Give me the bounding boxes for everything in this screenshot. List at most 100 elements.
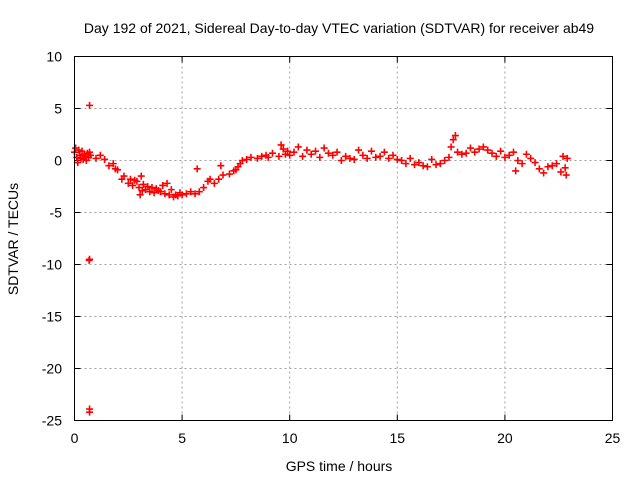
data-point xyxy=(557,168,565,176)
data-point xyxy=(284,147,292,155)
data-point xyxy=(359,151,367,159)
data-point xyxy=(428,155,436,163)
data-point xyxy=(277,141,285,149)
data-point xyxy=(355,146,363,154)
data-point xyxy=(454,148,462,156)
data-point xyxy=(86,408,94,416)
data-point xyxy=(367,147,375,155)
data-point xyxy=(462,149,470,157)
data-point xyxy=(247,153,255,161)
data-point xyxy=(488,149,496,157)
data-point xyxy=(512,167,520,175)
data-point xyxy=(406,154,414,162)
data-point xyxy=(514,157,522,164)
data-point xyxy=(423,163,431,171)
data-point xyxy=(144,183,152,190)
data-point xyxy=(217,162,225,170)
data-point xyxy=(225,170,233,178)
data-point xyxy=(505,151,513,159)
data-point xyxy=(195,188,203,196)
x-tick-label: 10 xyxy=(282,430,298,446)
chart-title: Day 192 of 2021, Sidereal Day-to-day VTE… xyxy=(84,20,594,36)
y-tick-label: -20 xyxy=(42,361,62,377)
data-point xyxy=(307,150,315,158)
data-point xyxy=(85,256,93,264)
data-point xyxy=(136,191,144,199)
data-point xyxy=(264,153,272,161)
data-point xyxy=(329,151,337,159)
data-point xyxy=(290,148,298,156)
data-point xyxy=(124,179,132,187)
data-point xyxy=(402,160,410,168)
data-point xyxy=(312,147,320,155)
data-point xyxy=(159,181,167,189)
data-point xyxy=(258,152,266,160)
data-point xyxy=(286,151,294,159)
data-point xyxy=(553,160,561,168)
data-point xyxy=(178,191,186,199)
data-point xyxy=(441,157,449,164)
data-point xyxy=(398,157,406,164)
data-point xyxy=(451,132,459,140)
y-tick-label: -5 xyxy=(50,205,63,221)
data-point xyxy=(210,179,218,187)
data-point xyxy=(206,175,214,183)
data-point xyxy=(497,147,505,155)
data-point xyxy=(492,152,500,160)
grid-lines xyxy=(74,56,613,421)
data-point xyxy=(299,152,307,160)
data-point xyxy=(350,155,358,163)
data-point xyxy=(475,145,483,153)
data-point xyxy=(559,152,567,160)
data-point xyxy=(436,160,444,168)
data-point xyxy=(316,153,324,161)
data-point xyxy=(563,154,571,162)
data-point xyxy=(303,146,311,154)
x-tick-label: 25 xyxy=(605,430,621,446)
data-point xyxy=(479,143,487,151)
data-point xyxy=(200,184,208,192)
data-point xyxy=(126,175,134,183)
data-point xyxy=(411,161,419,169)
x-tick-label: 5 xyxy=(178,430,186,446)
data-point xyxy=(363,154,371,162)
data-point xyxy=(458,150,466,158)
data-point xyxy=(191,190,199,198)
data-point xyxy=(137,172,145,180)
data-point xyxy=(75,146,83,154)
data-point xyxy=(150,189,158,197)
data-point xyxy=(447,143,455,151)
data-point xyxy=(193,165,201,173)
y-axis-label: SDTVAR / TECUs xyxy=(5,183,21,295)
data-point xyxy=(182,190,190,198)
data-point xyxy=(561,164,569,172)
data-point xyxy=(522,150,530,158)
data-point xyxy=(139,180,147,188)
data-point xyxy=(372,153,380,161)
data-point xyxy=(324,149,332,157)
data-point xyxy=(535,165,543,173)
data-point xyxy=(86,101,94,109)
y-tick-label: 0 xyxy=(54,153,62,169)
data-point xyxy=(120,172,128,180)
y-tick-label: 5 xyxy=(54,101,62,117)
data-point xyxy=(238,157,246,164)
data-point xyxy=(253,154,261,162)
data-point xyxy=(165,191,173,199)
x-tick-label: 15 xyxy=(390,430,406,446)
data-point xyxy=(393,155,401,163)
data-point xyxy=(510,148,518,156)
y-tick-label: -15 xyxy=(42,309,62,325)
y-tick-label: 10 xyxy=(46,49,62,65)
data-point xyxy=(415,159,423,167)
data-point xyxy=(466,144,474,152)
data-point xyxy=(163,179,171,187)
y-tick-labels: 10 5 0 -5 -10 -15 -20 -25 xyxy=(42,49,62,429)
y-tick-label: -10 xyxy=(42,257,62,273)
data-point xyxy=(161,190,169,198)
data-point xyxy=(268,149,276,157)
data-point xyxy=(471,148,479,156)
data-point xyxy=(133,177,141,185)
data-point xyxy=(432,161,440,169)
